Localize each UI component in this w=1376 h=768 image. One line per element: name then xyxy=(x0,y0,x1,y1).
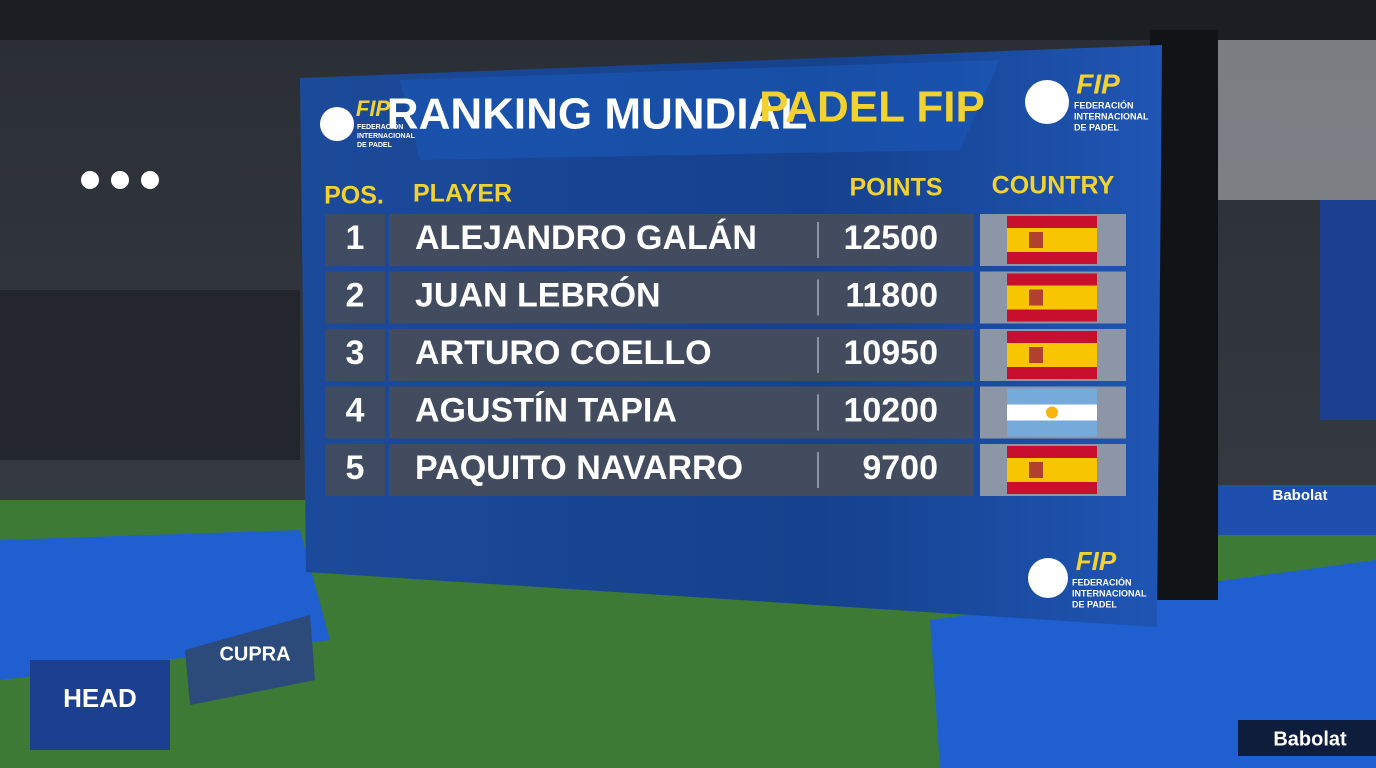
title: RANKING MUNDIAL xyxy=(387,90,807,139)
ad-board xyxy=(30,660,170,750)
logo-name: FIP xyxy=(1076,546,1117,576)
pos: 3 xyxy=(346,334,365,372)
sign-text: CUPRA xyxy=(219,643,290,665)
pos-cell xyxy=(325,386,385,439)
title-band xyxy=(400,60,1000,160)
player-name: JUAN LEBRÓN xyxy=(415,276,661,314)
logo-name: FIP xyxy=(1076,68,1120,99)
logo-line: DE PADEL xyxy=(1074,122,1119,132)
sign-text: Babolat xyxy=(1272,487,1327,504)
logo-line: INTERNACIONAL xyxy=(1072,588,1147,598)
logo: FIP FEDERACIÓN INTERNACIONAL DE PADEL xyxy=(1028,546,1147,609)
pos-cell xyxy=(325,271,385,324)
light xyxy=(141,171,159,189)
flag xyxy=(1007,458,1097,482)
pos: 5 xyxy=(346,449,365,487)
wall-sign xyxy=(1210,485,1376,535)
header-country: COUNTRY xyxy=(992,172,1115,200)
logo-ball xyxy=(1025,80,1069,124)
wall-sign xyxy=(1238,720,1376,756)
banner xyxy=(1320,200,1376,420)
player-name: PAQUITO NAVARRO xyxy=(415,449,743,487)
logo: FIP FEDERACIÓN INTERNACIONAL DE PADEL xyxy=(1025,68,1149,132)
logo-line: FEDERACIÓN xyxy=(1072,576,1132,587)
player-cell xyxy=(389,386,974,439)
logo-line: INTERNACIONAL xyxy=(357,133,416,140)
flag xyxy=(1029,347,1043,363)
player-cell xyxy=(389,271,974,324)
sign-text: HEAD xyxy=(63,683,137,713)
flag xyxy=(1046,406,1058,419)
logo-line: DE PADEL xyxy=(357,142,393,149)
player-cell xyxy=(389,444,974,496)
stands xyxy=(0,290,300,460)
ad-board xyxy=(185,615,315,705)
pos: 4 xyxy=(346,391,365,429)
flag xyxy=(1029,232,1043,248)
flag xyxy=(1029,462,1043,478)
player-name: AGUSTÍN TAPIA xyxy=(415,391,677,429)
player-name: ALEJANDRO GALÁN xyxy=(415,219,757,257)
pos-cell xyxy=(325,214,385,266)
logo-ball xyxy=(1028,558,1068,598)
flag xyxy=(1029,289,1043,306)
pos: 2 xyxy=(346,276,365,314)
sign-text: Babolat xyxy=(1273,728,1347,750)
points: 12500 xyxy=(843,219,938,257)
logo-line: DE PADEL xyxy=(1072,599,1117,609)
points: 11800 xyxy=(845,276,938,314)
pos-cell xyxy=(325,444,385,496)
points: 9700 xyxy=(862,449,938,487)
ranking-rows: 1 ALEJANDRO GALÁN 12500 2 JUAN LEBRÓN 11800 3 A… xyxy=(325,214,1126,496)
logo-line: INTERNACIONAL xyxy=(1074,111,1149,121)
logo-line: FEDERACIÓN xyxy=(357,122,403,131)
flag xyxy=(1007,228,1097,252)
logo: FIP FEDERACIÓN INTERNACIONAL DE PADEL xyxy=(320,96,416,149)
title-accent: PADEL FIP xyxy=(759,83,985,132)
board-back xyxy=(1150,30,1218,600)
player-cell xyxy=(389,329,974,381)
logo-line: FEDERACIÓN xyxy=(1074,99,1134,110)
pos: 1 xyxy=(346,219,365,257)
points: 10950 xyxy=(843,334,938,372)
light xyxy=(111,171,129,189)
header-points: POINTS xyxy=(849,174,942,202)
player-name: ARTURO COELLO xyxy=(415,334,712,372)
logo-name: FIP xyxy=(356,96,391,121)
light xyxy=(81,171,99,189)
header-pos: POS. xyxy=(324,182,384,210)
flag xyxy=(1007,285,1097,310)
flag xyxy=(1007,343,1097,367)
points: 10200 xyxy=(843,391,938,429)
player-cell xyxy=(389,214,974,266)
logo-ball xyxy=(320,107,354,141)
pos-cell xyxy=(325,329,385,381)
wall-panel xyxy=(1210,40,1376,200)
header-player: PLAYER xyxy=(413,180,512,208)
roof-truss xyxy=(0,0,1376,40)
